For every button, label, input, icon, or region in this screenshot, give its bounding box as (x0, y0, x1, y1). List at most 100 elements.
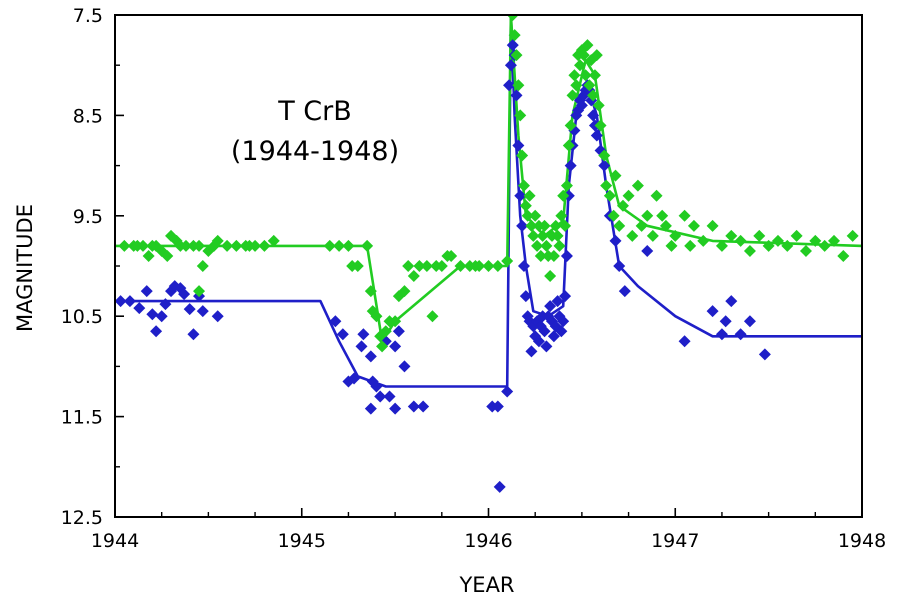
data-point (837, 249, 850, 262)
data-point (564, 119, 577, 132)
data-point (161, 249, 174, 262)
data-point (374, 390, 387, 403)
data-point (551, 295, 564, 308)
data-point (118, 239, 131, 252)
data-point (159, 298, 172, 311)
data-point (568, 69, 581, 82)
data-point (389, 402, 402, 415)
data-point (413, 260, 426, 272)
data-point (115, 295, 127, 308)
data-point (715, 239, 728, 252)
data-point (523, 189, 536, 202)
data-point (137, 239, 150, 252)
data-point (715, 328, 728, 341)
data-point (123, 295, 136, 308)
data-point (678, 335, 691, 348)
data-point (669, 229, 682, 242)
x-tick-label: 1944 (91, 530, 139, 552)
data-point (357, 328, 370, 341)
data-point (512, 79, 525, 92)
data-point (193, 285, 206, 298)
data-point (544, 300, 557, 313)
data-point (600, 179, 613, 192)
data-point (598, 159, 611, 172)
data-point (348, 372, 361, 385)
trend-lines (115, 15, 862, 388)
data-point (590, 129, 603, 142)
data-point (193, 239, 206, 252)
data-point (684, 239, 697, 252)
data-point (473, 260, 486, 272)
data-point (626, 229, 639, 242)
data-point (529, 209, 542, 222)
data-point (603, 189, 616, 202)
data-point (514, 189, 527, 202)
data-point (781, 239, 794, 252)
data-point (743, 315, 756, 328)
data-point (609, 169, 622, 182)
data-point (678, 209, 691, 222)
data-point (577, 49, 590, 62)
chart-subtitle: (1944-1948) (231, 136, 399, 167)
data-point (564, 159, 577, 172)
x-tick-label: 1945 (278, 530, 326, 552)
data-point (178, 288, 191, 301)
data-point (501, 254, 514, 267)
data-point (187, 328, 200, 341)
data-point (323, 239, 336, 252)
x-tick-label: 1947 (651, 530, 699, 552)
data-point (547, 330, 560, 343)
data-point (370, 380, 383, 393)
data-point (402, 260, 415, 272)
data-point (445, 249, 458, 262)
data-point (827, 234, 840, 247)
data-point (142, 249, 155, 262)
data-point (426, 310, 439, 323)
data-point (538, 325, 551, 338)
data-point (342, 239, 355, 252)
data-point (609, 234, 622, 247)
data-point (364, 402, 377, 415)
data-point (351, 260, 364, 272)
data-point (516, 149, 529, 162)
data-point (376, 340, 389, 353)
data-point (512, 139, 525, 152)
data-point (258, 239, 271, 252)
data-point (510, 89, 523, 102)
y-axis-label: MAGNITUDE (13, 204, 37, 332)
data-point (527, 229, 540, 242)
data-point (846, 229, 859, 242)
data-point (538, 219, 551, 232)
data-point (482, 260, 495, 272)
data-point (559, 219, 572, 232)
data-point (758, 348, 771, 361)
data-point (616, 199, 629, 212)
data-point (574, 59, 587, 72)
data-point (383, 390, 396, 403)
data-point (665, 239, 678, 252)
data-point (521, 209, 534, 222)
data-point (560, 249, 573, 262)
tick-labels: 1944 1945 1946 1947 1948 7.5 8.5 9.5 10.5 11.5 12.… (61, 5, 886, 552)
data-point (697, 234, 710, 247)
data-point (398, 360, 411, 373)
data-point (753, 229, 766, 242)
data-point (532, 335, 545, 348)
data-point (562, 139, 575, 152)
data-point (355, 340, 368, 353)
data-point (650, 189, 663, 202)
data-point (734, 234, 747, 247)
data-point (392, 325, 405, 338)
data-point (519, 290, 532, 303)
data-point (454, 260, 467, 272)
data-point (575, 99, 588, 112)
data-point (587, 109, 600, 122)
data-point (613, 219, 626, 232)
data-point (588, 69, 601, 82)
data-point (140, 285, 153, 298)
data-point (150, 325, 163, 338)
data-point (525, 345, 538, 358)
data-point (420, 260, 433, 272)
data-point (809, 234, 822, 247)
data-point (407, 270, 420, 283)
